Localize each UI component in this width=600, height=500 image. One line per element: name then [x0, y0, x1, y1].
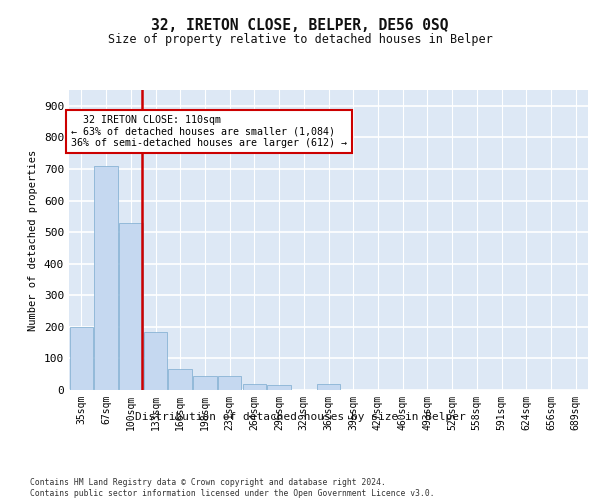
Bar — [70, 327, 93, 390]
Bar — [119, 222, 143, 390]
Bar — [169, 370, 192, 390]
Text: Size of property relative to detached houses in Belper: Size of property relative to detached ho… — [107, 32, 493, 46]
Bar — [218, 376, 241, 390]
Text: 32, IRETON CLOSE, BELPER, DE56 0SQ: 32, IRETON CLOSE, BELPER, DE56 0SQ — [151, 18, 449, 32]
Text: 32 IRETON CLOSE: 110sqm
← 63% of detached houses are smaller (1,084)
36% of semi: 32 IRETON CLOSE: 110sqm ← 63% of detache… — [71, 116, 347, 148]
Bar — [242, 384, 266, 390]
Text: Distribution of detached houses by size in Belper: Distribution of detached houses by size … — [134, 412, 466, 422]
Y-axis label: Number of detached properties: Number of detached properties — [28, 150, 38, 330]
Bar — [317, 384, 340, 390]
Bar — [268, 386, 291, 390]
Bar — [144, 332, 167, 390]
Text: Contains HM Land Registry data © Crown copyright and database right 2024.
Contai: Contains HM Land Registry data © Crown c… — [30, 478, 434, 498]
Bar — [193, 376, 217, 390]
Bar — [94, 166, 118, 390]
